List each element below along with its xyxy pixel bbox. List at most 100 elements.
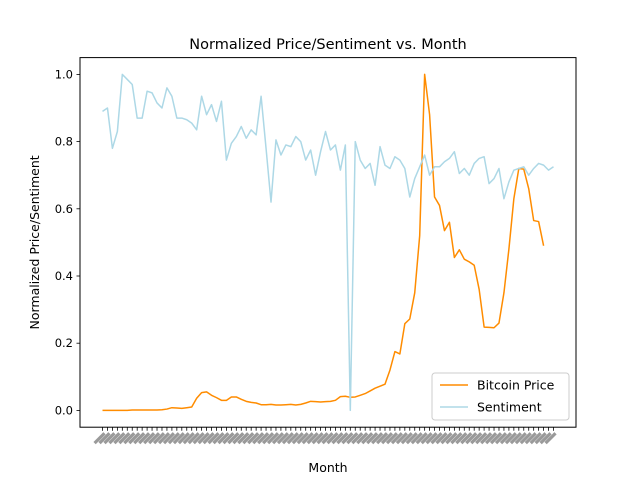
x-tick-label [232, 432, 245, 445]
x-tick-label [207, 432, 220, 445]
x-tick-label [222, 432, 235, 445]
x-tick-label [356, 432, 369, 445]
x-tick-label [351, 432, 364, 445]
x-tick-label [405, 432, 418, 445]
y-axis-ticks: 0.0 0.2 0.4 0.6 0.8 1.0 [55, 67, 80, 417]
x-tick-label [93, 432, 106, 445]
x-tick-label [227, 432, 240, 445]
x-tick-label [113, 432, 126, 445]
x-tick-label [529, 432, 542, 445]
x-axis-label: Month [308, 460, 347, 475]
y-axis-label: Normalized Price/Sentiment [27, 155, 42, 329]
x-tick-label [118, 432, 131, 445]
y-tick-label: 0.8 [55, 135, 73, 149]
x-tick-label [450, 432, 463, 445]
x-tick-label [480, 432, 493, 445]
x-tick-label [252, 432, 265, 445]
x-tick-label [455, 432, 468, 445]
x-tick-label [395, 432, 408, 445]
x-tick-label [167, 432, 180, 445]
x-tick-label [544, 432, 557, 445]
x-tick-label [182, 432, 195, 445]
x-tick-label [291, 432, 304, 445]
x-tick-label [257, 432, 270, 445]
y-tick-label: 1.0 [55, 67, 73, 81]
x-tick-label [539, 432, 552, 445]
x-tick-label [390, 432, 403, 445]
x-tick-label [321, 432, 334, 445]
x-tick-label [489, 432, 503, 445]
chart-title: Normalized Price/Sentiment vs. Month [189, 37, 466, 53]
x-tick-label [425, 432, 438, 445]
x-tick-label [475, 432, 488, 445]
x-tick-label [514, 432, 527, 445]
x-tick-label [336, 432, 349, 445]
x-tick-label [385, 432, 399, 445]
x-tick-label [371, 432, 384, 445]
y-tick-label: 0.4 [55, 269, 73, 283]
x-tick-label [509, 432, 522, 445]
x-tick-label [266, 432, 280, 445]
x-tick-label [172, 432, 185, 445]
x-tick-label [276, 432, 290, 445]
x-tick-label [361, 432, 374, 445]
x-tick-label [331, 432, 344, 445]
x-tick-label [430, 432, 443, 445]
x-tick-label [162, 432, 176, 445]
x-tick-label [494, 432, 508, 445]
x-tick-label [133, 432, 146, 445]
x-tick-label [400, 432, 413, 445]
x-tick-label [177, 432, 190, 445]
y-tick-label: 0.2 [55, 336, 73, 350]
x-tick-label [524, 432, 537, 445]
legend-label-bitcoin-price: Bitcoin Price [477, 378, 555, 393]
x-tick-label [375, 432, 389, 445]
x-tick-label [534, 432, 547, 445]
x-tick-label [197, 432, 210, 445]
x-tick-label [306, 432, 319, 445]
x-tick-label [311, 432, 324, 445]
x-tick-label [415, 432, 428, 445]
x-tick-label [108, 432, 121, 445]
x-tick-label [281, 432, 294, 445]
x-tick-label [212, 432, 225, 445]
x-tick-label [316, 432, 329, 445]
x-tick-label [286, 432, 299, 445]
x-tick-label [187, 432, 200, 445]
x-tick-label [271, 432, 285, 445]
x-tick-label [242, 432, 255, 445]
x-tick-label [445, 432, 458, 445]
x-tick-label [103, 432, 116, 445]
x-tick-label [460, 432, 473, 445]
x-tick-label [147, 432, 161, 445]
x-tick-label [128, 432, 141, 445]
x-tick-label [217, 432, 230, 445]
x-tick-label [157, 432, 171, 445]
x-tick-label [435, 432, 448, 445]
legend: Bitcoin Price Sentiment [431, 372, 570, 421]
x-tick-label [380, 432, 394, 445]
x-tick-label [465, 432, 478, 445]
series-layer [102, 73, 554, 412]
x-tick-label [341, 432, 354, 445]
x-tick-label [143, 432, 156, 445]
legend-label-sentiment: Sentiment [477, 400, 542, 415]
x-tick-label [519, 432, 532, 445]
series-line-bitcoin-price [102, 73, 545, 412]
x-tick-label [152, 432, 166, 445]
x-tick-label [504, 432, 517, 445]
x-tick-label [98, 432, 111, 445]
x-tick-label [366, 432, 379, 445]
x-tick-label [326, 432, 339, 445]
x-tick-label [202, 432, 215, 445]
x-tick-label [470, 432, 483, 445]
y-tick-label: 0.0 [55, 403, 73, 417]
x-tick-label [237, 432, 250, 445]
x-tick-label [192, 432, 205, 445]
x-tick-label [123, 432, 136, 445]
x-tick-label [296, 432, 309, 445]
x-tick-label [420, 432, 433, 445]
x-tick-label [410, 432, 423, 445]
